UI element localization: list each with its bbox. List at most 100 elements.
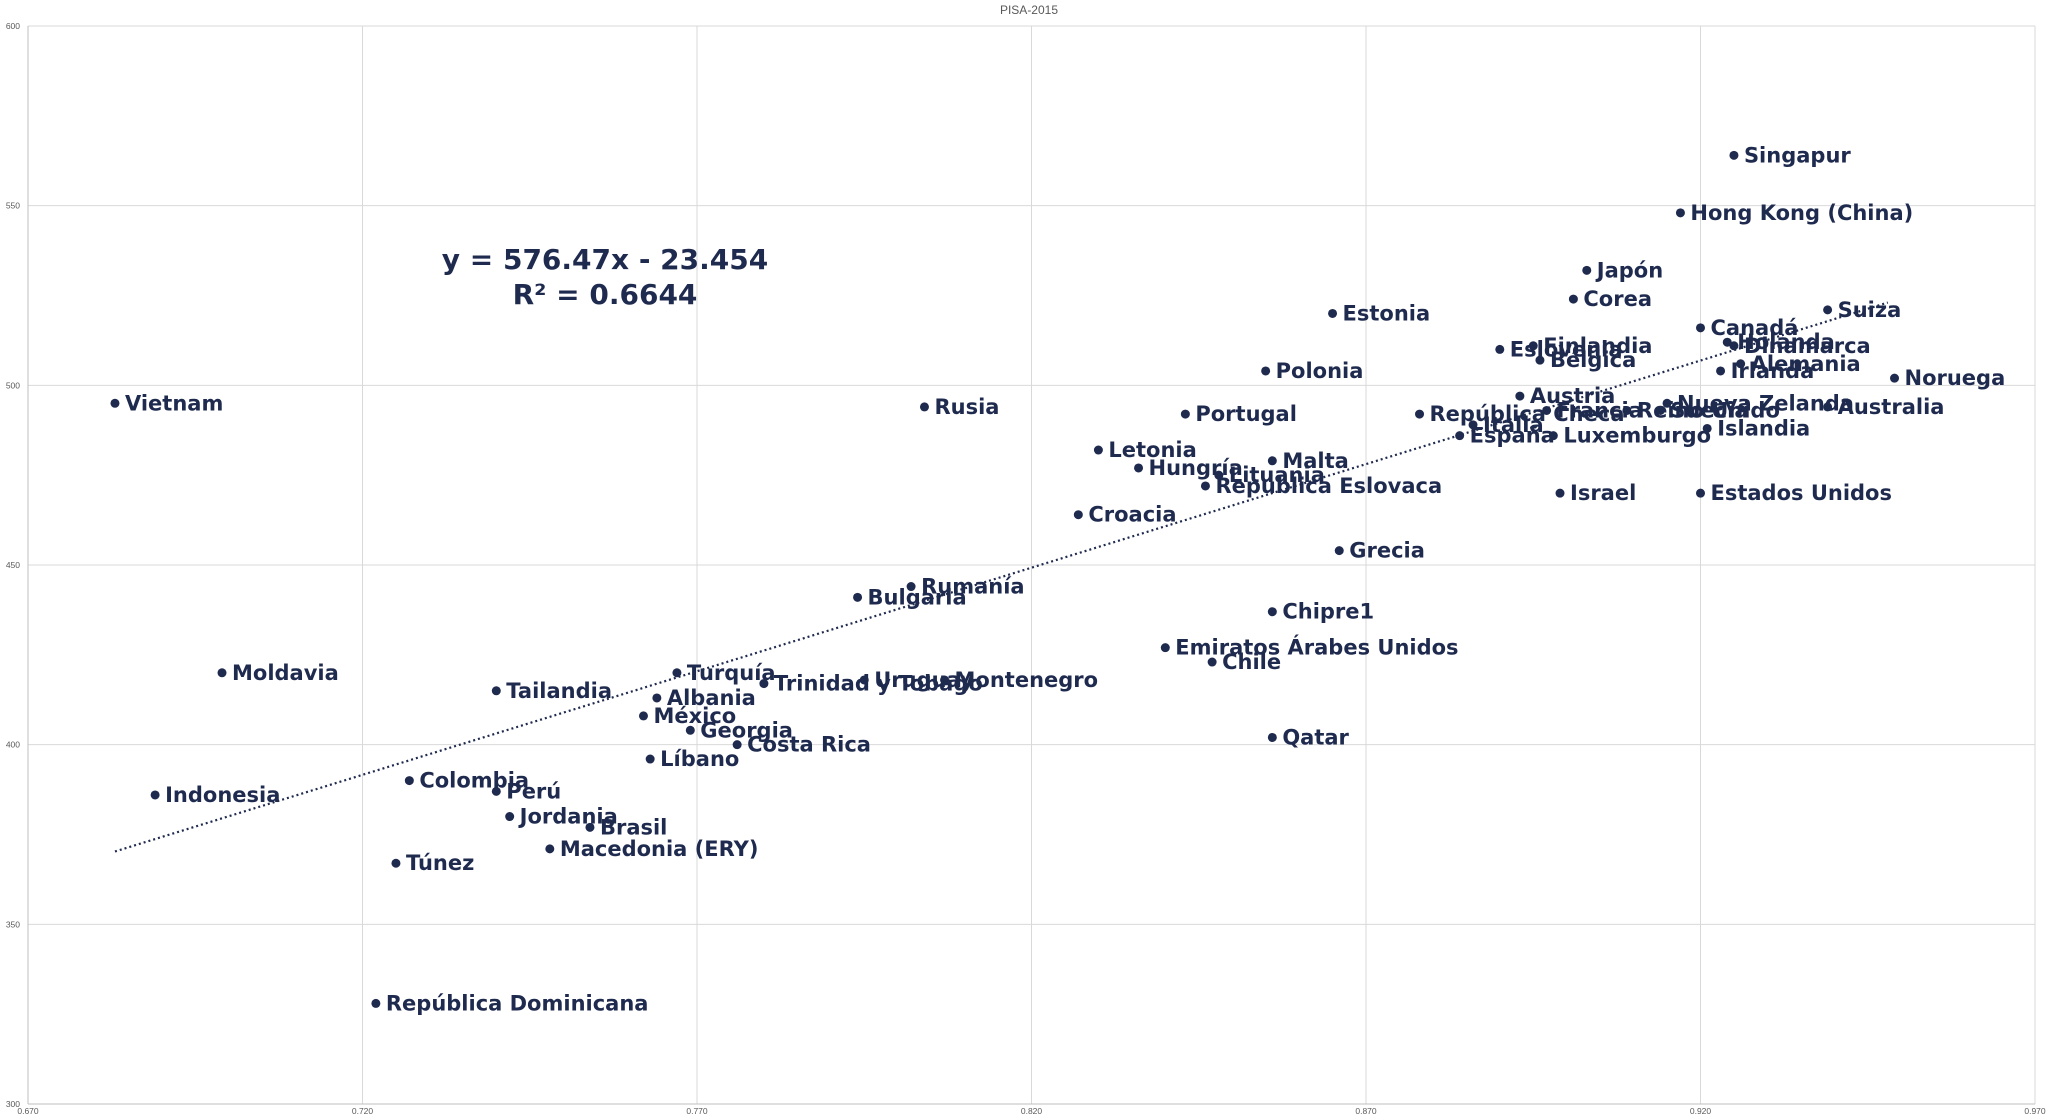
y-tick-label: 350 xyxy=(6,919,20,929)
point-label-moldavia: Moldavia xyxy=(232,661,339,685)
x-tick-label: 0.670 xyxy=(17,1106,39,1116)
x-tick-label: 0.920 xyxy=(1690,1106,1712,1116)
point-label-albania: Albania xyxy=(667,686,756,710)
point-label-suiza: Suiza xyxy=(1838,298,1902,322)
point-label-emiratos-arabes-unidos: Emiratos Árabes Unidos xyxy=(1175,635,1458,660)
point-polonia xyxy=(1261,366,1271,376)
point-label-estados-unidos: Estados Unidos xyxy=(1711,481,1892,505)
point-francia xyxy=(1542,405,1552,415)
point-lituania xyxy=(1214,470,1224,480)
point-republica-checa xyxy=(1415,409,1425,419)
y-tick-label: 500 xyxy=(6,380,20,390)
point-macedonia-ery xyxy=(545,844,555,854)
points-layer: Vietnam Moldavia Indonesia República Domini… xyxy=(110,143,2005,1015)
point-malta xyxy=(1267,456,1277,466)
point-label-costa-rica: Costa Rica xyxy=(747,733,871,757)
point-label-brasil: Brasil xyxy=(600,815,667,839)
point-grecia xyxy=(1334,546,1344,556)
point-label-republica-dominicana: República Dominicana xyxy=(386,991,649,1015)
point-estonia xyxy=(1328,308,1338,318)
point-label-dinamarca: Dinamarca xyxy=(1744,334,1871,358)
point-chipre1 xyxy=(1267,607,1277,617)
point-label-chipre1: Chipre1 xyxy=(1282,600,1374,624)
point-dinamarca xyxy=(1729,341,1739,351)
point-label-espana: España xyxy=(1470,424,1555,448)
point-label-luxemburgo: Luxemburgo xyxy=(1563,424,1711,448)
point-label-rumania: Rumanía xyxy=(921,575,1025,599)
point-label-finlandia: Finlandia xyxy=(1543,334,1652,358)
point-label-colombia: Colombia xyxy=(419,769,529,793)
point-label-israel: Israel xyxy=(1570,481,1636,505)
point-label-canada: Canadá xyxy=(1711,316,1799,340)
point-portugal xyxy=(1180,409,1190,419)
point-label-libano: Líbano xyxy=(660,747,739,771)
point-georgia xyxy=(685,725,695,735)
point-label-lituania: Lituania xyxy=(1229,463,1325,487)
point-luxemburgo xyxy=(1548,431,1558,441)
point-label-nueva-zelanda: Nueva Zelanda xyxy=(1677,391,1854,415)
point-hong-kong-china xyxy=(1675,208,1685,218)
point-trinidad-y-tobago xyxy=(759,679,769,689)
point-moldavia xyxy=(217,668,227,678)
point-republica-dominicana xyxy=(371,998,381,1008)
point-label-eslovenia: Eslovenia xyxy=(1510,337,1623,361)
point-noruega xyxy=(1890,373,1900,383)
point-mexico xyxy=(638,711,648,721)
point-brasil xyxy=(585,822,595,832)
point-label-bulgaria: Bulgaria xyxy=(868,585,967,609)
point-label-australia: Australia xyxy=(1838,395,1945,419)
point-tunez xyxy=(391,858,401,868)
x-tick-label: 0.870 xyxy=(1355,1106,1377,1116)
x-tick-label: 0.820 xyxy=(1021,1106,1043,1116)
point-label-holanda: Holanda xyxy=(1737,330,1835,354)
point-label-corea: Corea xyxy=(1583,287,1652,311)
y-tick-label: 450 xyxy=(6,560,20,570)
chart-title: PISA-2015 xyxy=(1000,3,1058,17)
point-label-alemania: Alemania xyxy=(1751,352,1861,376)
point-bulgaria xyxy=(853,592,863,602)
point-label-austria: Austria xyxy=(1530,384,1615,408)
point-chile xyxy=(1207,657,1217,667)
point-israel xyxy=(1555,488,1565,498)
point-label-chile: Chile xyxy=(1222,650,1281,674)
point-belgica xyxy=(1535,355,1545,365)
point-tailandia xyxy=(491,686,501,696)
point-label-suecia: Suecia xyxy=(1670,398,1748,422)
grid-layer xyxy=(27,25,2036,1105)
point-label-qatar: Qatar xyxy=(1282,725,1349,749)
point-costa-rica xyxy=(732,740,742,750)
point-label-italia: Italia xyxy=(1483,413,1544,437)
point-turquia xyxy=(672,668,682,678)
point-croacia xyxy=(1073,510,1083,520)
point-label-tunez: Túnez xyxy=(406,851,474,875)
point-rusia xyxy=(919,402,929,412)
point-estados-unidos xyxy=(1696,488,1705,498)
point-singapur xyxy=(1729,150,1739,160)
point-canada xyxy=(1696,323,1705,333)
point-label-polonia: Polonia xyxy=(1276,359,1364,383)
point-label-montenegro: Montenegro xyxy=(955,668,1099,692)
point-label-tailandia: Tailandia xyxy=(506,679,612,703)
point-rumania xyxy=(906,582,916,592)
annotation-layer: y = 576.47x - 23.454 R² = 0.6644 xyxy=(442,243,768,311)
point-vietnam xyxy=(110,398,120,408)
point-nueva-zelanda xyxy=(1662,398,1672,408)
point-uruguay xyxy=(859,675,869,685)
point-irlanda xyxy=(1716,366,1726,376)
point-label-croacia: Croacia xyxy=(1088,503,1176,527)
trendline xyxy=(114,301,1889,853)
axis-layer: 0.670 0.720 0.770 0.820 0.870 0.920 0.970 300 35… xyxy=(6,21,2046,1116)
point-indonesia xyxy=(150,790,160,800)
point-label-singapur: Singapur xyxy=(1744,143,1851,167)
point-peru xyxy=(491,786,501,796)
point-espana xyxy=(1455,431,1465,441)
y-tick-label: 550 xyxy=(6,201,20,211)
point-label-indonesia: Indonesia xyxy=(165,783,280,807)
point-japon xyxy=(1582,265,1592,275)
point-austria xyxy=(1515,391,1525,401)
point-label-rusia: Rusia xyxy=(934,395,999,419)
trendline-layer xyxy=(114,301,1889,853)
point-label-malta: Malta xyxy=(1282,449,1348,473)
